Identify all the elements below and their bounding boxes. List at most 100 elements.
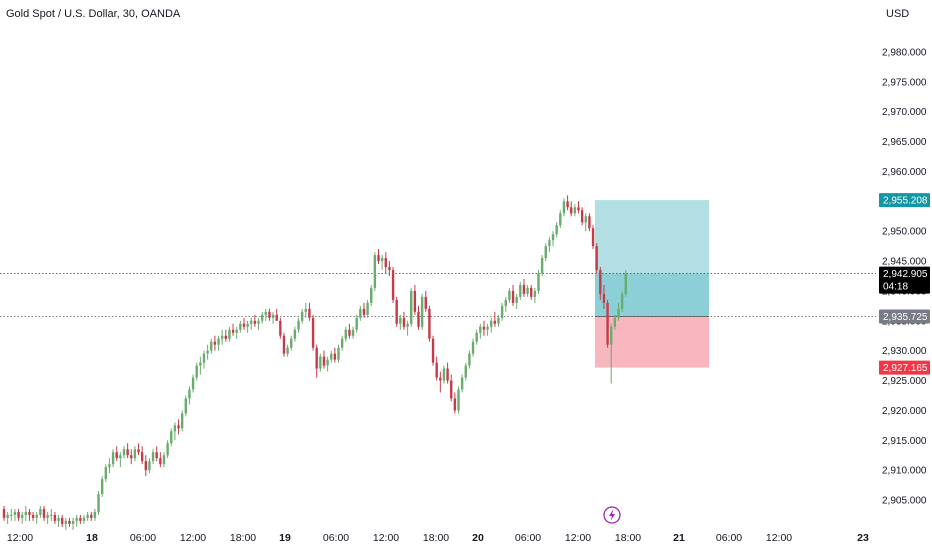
candles <box>2 195 627 530</box>
time-axis[interactable]: 12:00 18 06:00 12:00 18:00 19 06:00 12:00 18:00 2… <box>7 532 869 544</box>
time-tick-label: 18 <box>86 532 98 544</box>
candle-body <box>2 508 6 518</box>
candle <box>206 344 209 360</box>
time-tick-label: 06:00 <box>323 532 349 544</box>
candle <box>395 296 398 327</box>
time-tick-label: 18:00 <box>230 532 256 544</box>
candle-body <box>450 380 453 399</box>
candle <box>162 452 166 468</box>
candle <box>442 365 446 384</box>
candle-body <box>20 514 24 518</box>
candle-body <box>82 517 86 521</box>
candle-body <box>410 290 413 324</box>
candle <box>235 326 238 339</box>
time-tick-label: 12:00 <box>565 532 591 544</box>
candle-body <box>177 425 180 429</box>
candle-body <box>293 329 297 339</box>
time-tick-label: 12:00 <box>7 532 33 544</box>
candle-body <box>515 296 518 303</box>
long-position-tool[interactable] <box>595 200 709 368</box>
candle-body <box>191 377 195 390</box>
candle <box>450 374 453 402</box>
candle <box>93 508 97 521</box>
time-tick-label: 12:00 <box>766 532 792 544</box>
candle <box>464 362 467 381</box>
candle <box>417 305 420 330</box>
candle-body <box>613 317 617 327</box>
price-tick-label: 2,960.000 <box>882 167 927 178</box>
candle <box>220 329 224 345</box>
candle-body <box>35 514 38 518</box>
candle-body <box>551 234 555 241</box>
candle-body <box>140 452 144 462</box>
candle-body <box>391 270 395 300</box>
candle-body <box>460 377 464 390</box>
candle <box>493 311 497 327</box>
candle-body <box>351 329 355 336</box>
candle <box>577 201 580 214</box>
candle-body <box>46 514 49 518</box>
candle <box>300 308 304 324</box>
candle-body <box>348 329 351 336</box>
candle <box>420 293 424 330</box>
candle <box>271 311 275 324</box>
candle-body <box>297 320 300 330</box>
candle <box>424 290 427 312</box>
candle <box>166 440 169 459</box>
candle <box>584 213 587 232</box>
candle-body <box>588 216 591 229</box>
candle-body <box>439 377 442 381</box>
candle-body <box>519 284 522 297</box>
candle <box>6 511 9 524</box>
candle-body <box>162 455 166 465</box>
candle <box>140 446 144 465</box>
candle <box>260 311 264 324</box>
candle <box>144 455 148 477</box>
candle <box>439 371 442 393</box>
time-tick-label: 18:00 <box>423 532 449 544</box>
candle <box>399 314 402 330</box>
candle-body <box>624 273 627 294</box>
candle <box>57 514 60 527</box>
candle <box>370 284 373 306</box>
candle <box>428 305 431 342</box>
candle-body <box>330 353 333 360</box>
candle <box>355 314 358 333</box>
candle <box>42 505 46 521</box>
candle-body <box>28 511 31 515</box>
candle-body <box>79 517 82 521</box>
candle-body <box>268 311 271 318</box>
candle <box>471 338 475 357</box>
candle-body <box>377 255 380 262</box>
candle-body <box>71 520 75 524</box>
entry-price-tag-label: 2,935.725 <box>883 312 928 323</box>
candle <box>2 505 6 521</box>
time-tick-label: 19 <box>279 532 291 544</box>
candle <box>46 511 49 524</box>
candle <box>602 284 606 309</box>
candle <box>290 335 293 351</box>
candle <box>617 302 620 321</box>
lightning-icon[interactable] <box>603 506 621 524</box>
candle <box>286 344 289 357</box>
candle-body <box>279 320 282 336</box>
candle <box>555 222 558 238</box>
candle <box>137 443 140 456</box>
candle-body <box>380 258 384 262</box>
candle <box>239 320 242 333</box>
candle <box>431 335 435 366</box>
price-axis-currency[interactable]: USD <box>886 8 910 20</box>
candle-body <box>173 425 177 432</box>
price-tick-label: 2,980.000 <box>882 48 927 59</box>
candle-body <box>39 508 42 515</box>
candle-body <box>242 323 246 327</box>
price-tags: 2,955.208 2,942.905 04:18 2,935.725 2,927.16… <box>879 193 930 375</box>
candle-body <box>144 461 148 471</box>
candle-body <box>6 514 9 518</box>
candle <box>188 386 191 405</box>
candle-body <box>362 308 366 315</box>
time-tick-label: 06:00 <box>130 532 156 544</box>
candle <box>490 317 493 333</box>
candle-body <box>231 329 235 333</box>
